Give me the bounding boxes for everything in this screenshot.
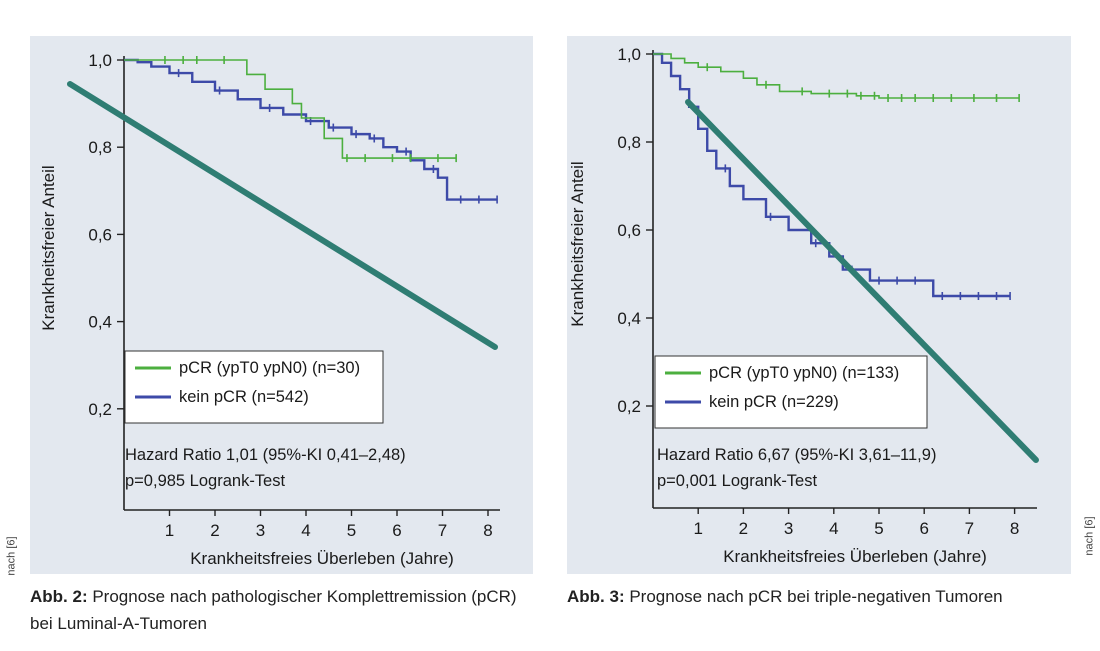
overlay-diagonal-stroke: [67, 81, 498, 350]
x-tick-label: 1: [165, 521, 174, 540]
x-tick-label: 6: [919, 519, 928, 538]
y-tick-label: 1,0: [617, 45, 641, 64]
legend-label: kein pCR (n=542): [179, 388, 309, 406]
x-tick-label: 2: [739, 519, 748, 538]
chart-panel-left: 1,0 0,8 0,6 0,4 0,2 1 2 3 4 5 6 7 8 Krankheitsfreies …: [30, 36, 533, 574]
y-tick-label: 0,8: [617, 133, 641, 152]
km-chart-right: 1,0 0,8 0,6 0,4 0,2 1 2 3 4 5 6 7 8 Krankheitsfreies …: [568, 45, 1039, 566]
caption-text: Prognose nach pathologischer Komplettrem…: [30, 587, 517, 633]
x-tick-label: 6: [392, 521, 401, 540]
source-note-right: nach [6]: [1083, 516, 1096, 556]
x-tick-label: 1: [693, 519, 702, 538]
x-tick-label: 8: [483, 521, 492, 540]
hazard-ratio-annotation: Hazard Ratio 6,67 (95%-KI 3,61–11,9): [657, 446, 936, 464]
caption-label: Abb. 3:: [567, 587, 625, 606]
y-tick-label: 0,4: [88, 313, 112, 332]
figure-caption-left: Abb. 2: Prognose nach pathologischer Kom…: [30, 583, 540, 637]
overlay-diagonal-stroke: [685, 99, 1039, 463]
y-tick-label: 0,4: [617, 309, 641, 328]
chart-panel-right: 1,0 0,8 0,6 0,4 0,2 1 2 3 4 5 6 7 8 Krankheitsfreies …: [567, 36, 1071, 574]
y-tick-label: 1,0: [88, 51, 112, 70]
x-axis-label: Krankheitsfreies Überleben (Jahre): [723, 547, 987, 566]
series-line-pcr: [124, 59, 457, 159]
figure-caption-right: Abb. 3: Prognose nach pCR bei triple-neg…: [567, 583, 1077, 610]
y-axis-label: Krankheitsfreier Anteil: [39, 165, 58, 330]
series-line-kein-pcr: [124, 58, 498, 201]
x-tick-label: 5: [347, 521, 356, 540]
legend-label: pCR (ypT0 ypN0) (n=30): [179, 359, 360, 377]
x-tick-label: 7: [438, 521, 447, 540]
x-tick-label: 4: [301, 521, 310, 540]
legend-box: [654, 355, 928, 429]
x-tick-label: 2: [210, 521, 219, 540]
x-tick-label: 3: [784, 519, 793, 538]
series-line-kein-pcr: [653, 52, 1011, 298]
hazard-ratio-annotation: Hazard Ratio 1,01 (95%-KI 0,41–2,48): [125, 446, 406, 464]
km-chart-left: 1,0 0,8 0,6 0,4 0,2 1 2 3 4 5 6 7 8 Krankheitsfreies …: [39, 51, 500, 568]
logrank-annotation: p=0,985 Logrank-Test: [125, 472, 285, 490]
source-note-left: nach [6]: [5, 536, 18, 576]
series-line-pcr: [653, 53, 1020, 99]
y-tick-label: 0,8: [88, 138, 112, 157]
x-tick-label: 7: [965, 519, 974, 538]
y-axis-label: Krankheitsfreier Anteil: [568, 161, 587, 326]
x-tick-label: 4: [829, 519, 838, 538]
y-tick-label: 0,2: [617, 397, 641, 416]
legend-box: [124, 350, 384, 424]
y-tick-label: 0,6: [88, 225, 112, 244]
x-axis-label: Krankheitsfreies Überleben (Jahre): [190, 549, 454, 568]
y-tick-label: 0,6: [617, 221, 641, 240]
logrank-annotation: p=0,001 Logrank-Test: [657, 472, 817, 490]
y-tick-label: 0,2: [88, 400, 112, 419]
x-tick-label: 8: [1010, 519, 1019, 538]
x-tick-label: 3: [256, 521, 265, 540]
x-tick-label: 5: [874, 519, 883, 538]
legend-label: pCR (ypT0 ypN0) (n=133): [709, 364, 899, 382]
caption-text: Prognose nach pCR bei triple-negativen T…: [624, 587, 1003, 606]
legend-label: kein pCR (n=229): [709, 393, 839, 411]
caption-label: Abb. 2:: [30, 587, 88, 606]
